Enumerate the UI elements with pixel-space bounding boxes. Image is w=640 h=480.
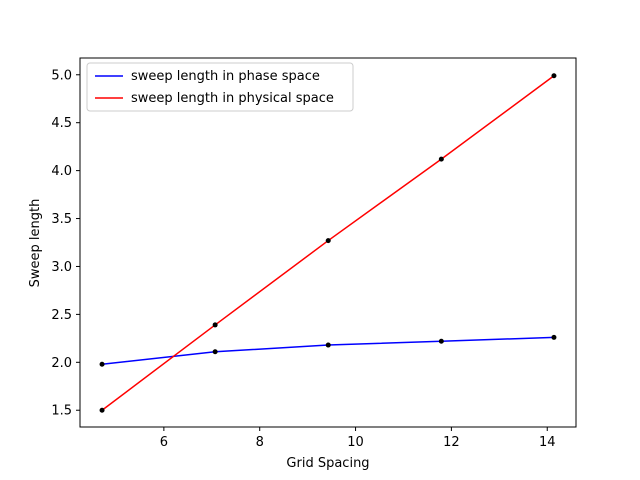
x-tick-label: 14 [539, 435, 556, 450]
legend: sweep length in phase space sweep length… [86, 62, 354, 112]
data-point-1-3 [438, 156, 444, 162]
x-tick-label: 12 [443, 435, 460, 450]
y-tick-label: 1.5 [51, 404, 72, 419]
y-tick-label: 4.5 [51, 116, 72, 131]
x-tick-label: 6 [160, 435, 168, 450]
y-tick-label: 4.0 [51, 164, 72, 179]
data-point-0-4 [551, 334, 557, 340]
x-axis-label: Grid Spacing [286, 456, 369, 471]
data-points [99, 73, 557, 413]
data-point-0-0 [99, 361, 105, 367]
y-axis-label: Sweep length [28, 199, 43, 288]
legend-box [86, 62, 354, 112]
y-tick-label: 2.0 [51, 356, 72, 371]
data-point-0-3 [438, 338, 444, 344]
y-axis-ticks: 1.5 2.0 2.5 3.0 3.5 4.0 4.5 5.0 [51, 68, 80, 419]
data-point-1-1 [212, 322, 218, 328]
data-point-1-4 [551, 73, 557, 79]
legend-label-phase-space: sweep length in phase space [131, 69, 320, 84]
legend-label-physical-space: sweep length in physical space [131, 91, 334, 106]
y-tick-label: 3.0 [51, 260, 72, 275]
plot-frame [79, 57, 577, 428]
y-tick-label: 3.5 [51, 212, 72, 227]
data-point-0-2 [325, 342, 331, 348]
x-axis-ticks: 6 8 10 12 14 [160, 427, 556, 450]
x-tick-label: 10 [347, 435, 364, 450]
data-point-1-2 [325, 238, 331, 244]
data-point-1-0 [99, 407, 105, 413]
x-tick-label: 8 [256, 435, 264, 450]
data-point-0-1 [212, 349, 218, 355]
y-tick-label: 2.5 [51, 308, 72, 323]
y-tick-label: 5.0 [51, 68, 72, 83]
